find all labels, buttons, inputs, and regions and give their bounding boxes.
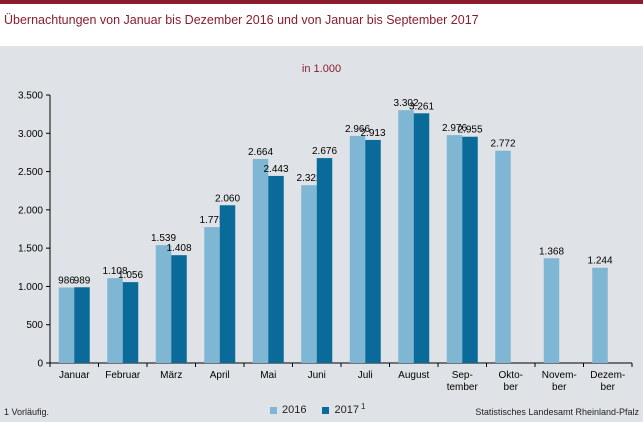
- data-label: 3.302: [393, 98, 418, 109]
- bar-2016-9: [495, 150, 511, 363]
- bar-2016-2: [155, 245, 172, 363]
- data-label: 2.772: [490, 139, 515, 150]
- legend-swatch-2016: [270, 406, 277, 414]
- y-tick-label: 3.500: [18, 91, 43, 102]
- x-tick-label: Juli: [358, 370, 373, 381]
- bar-2016-0: [58, 287, 75, 363]
- source-credit: Statistisches Landesamt Rheinland-Pfalz: [475, 407, 639, 417]
- bar-2016-7: [398, 110, 414, 364]
- data-label: 2.676: [312, 146, 337, 157]
- data-label: 1.244: [587, 256, 612, 267]
- x-tick-label: Okto-: [499, 370, 523, 381]
- x-tick-label: tember: [447, 382, 479, 393]
- y-tick-label: 2.000: [18, 205, 43, 216]
- bar-2016-8: [446, 135, 463, 363]
- bar-2017-6: [365, 139, 381, 363]
- legend-footnote-marker: 1: [360, 401, 366, 411]
- data-label: 2.443: [263, 164, 288, 175]
- data-label: 2.955: [457, 125, 482, 136]
- x-tick-label: ber: [552, 382, 567, 393]
- y-tick-label: 500: [26, 320, 43, 331]
- legend-swatch-2017: [322, 406, 330, 414]
- x-tick-label: Sep-: [452, 370, 473, 381]
- data-label: 2.913: [360, 128, 385, 139]
- x-tick-label: ber: [504, 382, 519, 393]
- bar-2017-7: [413, 113, 430, 363]
- data-label: 1.108: [102, 266, 127, 277]
- data-label: 1.539: [151, 233, 176, 244]
- chart-title: Übernachtungen von Januar bis Dezember 2…: [4, 13, 479, 27]
- data-label: 989: [74, 275, 91, 286]
- bar-2017-1: [122, 282, 139, 363]
- bar-2016-5: [301, 185, 317, 363]
- legend-label-2016: 2016: [282, 404, 307, 416]
- bar-2017-8: [462, 136, 478, 363]
- legend-item-2017: 2017 1: [322, 401, 366, 416]
- bar-2016-4: [252, 159, 269, 363]
- x-tick-label: Februar: [105, 370, 141, 381]
- bar-2016-6: [349, 135, 366, 363]
- x-tick-label: März: [160, 370, 182, 381]
- data-label: 3.261: [409, 101, 434, 112]
- x-tick-label: April: [210, 370, 230, 381]
- x-tick-label: Januar: [59, 370, 90, 381]
- data-label: 1.368: [539, 246, 564, 257]
- x-tick-label: Mai: [260, 370, 276, 381]
- bar-2017-0: [74, 287, 90, 363]
- x-tick-label: ber: [601, 382, 616, 393]
- chart-subtitle: in 1.000: [301, 63, 342, 75]
- bar-2016-11: [592, 267, 608, 363]
- data-label: 986: [58, 276, 75, 287]
- data-label: 2.060: [215, 193, 240, 204]
- y-tick-label: 0: [37, 359, 43, 370]
- legend-label-2017: 2017: [334, 404, 359, 416]
- bar-2017-2: [171, 255, 187, 363]
- bar-2017-3: [219, 205, 236, 363]
- y-tick-label: 3.000: [18, 129, 43, 140]
- data-label: 1.775: [199, 215, 224, 226]
- x-tick-label: August: [398, 370, 429, 381]
- data-label: 2.966: [345, 124, 370, 135]
- x-tick-label: Dezem-: [590, 370, 625, 381]
- bar-2016-10: [543, 258, 560, 363]
- y-tick-label: 1.500: [18, 244, 43, 255]
- data-label: 2.664: [248, 147, 273, 158]
- bar-2016-3: [204, 227, 220, 363]
- top-rule: [0, 0, 643, 4]
- footnote: 1 Vorläufig.: [4, 407, 50, 417]
- bar-2017-5: [316, 158, 333, 363]
- x-tick-label: Juni: [308, 370, 326, 381]
- data-label: 1.056: [118, 270, 143, 281]
- bar-2017-4: [268, 175, 284, 363]
- bar-2016-1: [107, 278, 123, 363]
- y-tick-label: 1.000: [18, 282, 43, 293]
- data-label: 2.322: [296, 173, 321, 184]
- data-label: 1.408: [166, 243, 191, 254]
- legend: 2016 2017 1: [270, 401, 381, 416]
- y-tick-label: 2.500: [18, 167, 43, 178]
- x-tick-label: Novem-: [542, 370, 577, 381]
- legend-item-2016: 2016: [270, 404, 306, 416]
- data-label: 2.976: [442, 123, 467, 134]
